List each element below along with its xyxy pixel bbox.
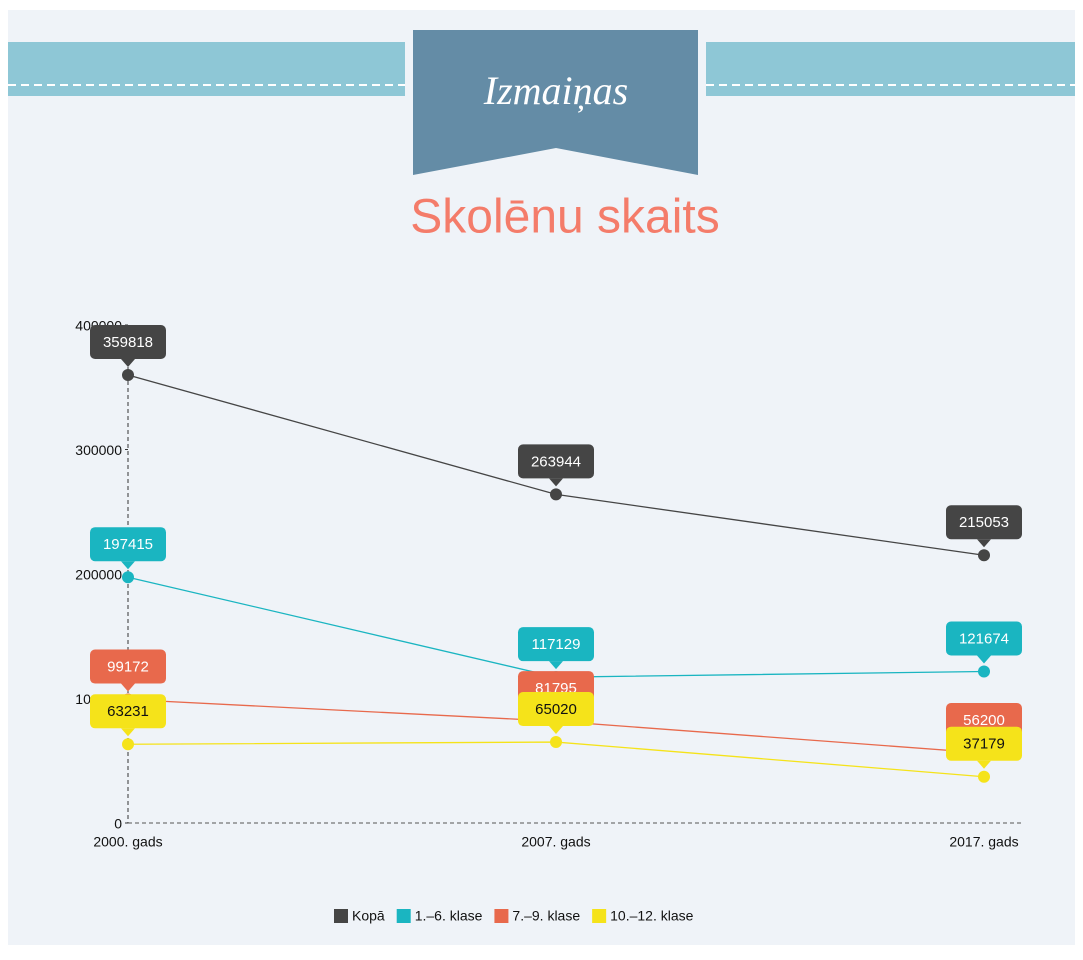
legend-swatch xyxy=(396,909,411,923)
banner-strip xyxy=(706,42,1075,96)
y-tick-label: 0 xyxy=(114,816,122,832)
legend-swatch xyxy=(494,909,509,923)
label-box xyxy=(946,726,1022,761)
legend-swatch xyxy=(592,909,607,923)
label-pointer xyxy=(121,359,135,368)
label-box xyxy=(518,444,594,479)
y-tick-label: 300000 xyxy=(75,442,122,458)
label-pointer xyxy=(549,661,563,670)
label-box xyxy=(90,694,166,729)
x-tick-label: 2000. gads xyxy=(93,834,162,850)
x-tick-label: 2007. gads xyxy=(521,834,590,850)
label-pointer xyxy=(977,760,991,769)
point xyxy=(122,571,134,584)
label-pointer xyxy=(977,539,991,548)
data-label: 37179 xyxy=(963,736,1005,753)
x-tick-label: 2017. gads xyxy=(949,834,1018,850)
data-label: 99172 xyxy=(107,658,149,675)
label-pointer xyxy=(549,478,563,487)
legend-swatch xyxy=(334,909,348,923)
point xyxy=(978,665,990,678)
data-label: 197415 xyxy=(103,536,153,553)
label-box xyxy=(946,505,1022,540)
data-label: 56200 xyxy=(963,712,1005,729)
point xyxy=(550,736,562,749)
data-label: 65020 xyxy=(535,701,577,718)
label-box xyxy=(90,649,166,684)
data-label: 121674 xyxy=(959,630,1009,647)
label-box xyxy=(90,527,166,562)
label-pointer xyxy=(977,655,991,664)
data-label: 215053 xyxy=(959,514,1009,531)
ribbon xyxy=(413,30,698,175)
point xyxy=(122,369,134,382)
label-pointer xyxy=(121,683,135,692)
data-label: 117129 xyxy=(532,636,581,653)
banner-text: Izmaiņas xyxy=(483,68,628,113)
point xyxy=(122,738,134,751)
legend-label: Kopā xyxy=(352,908,385,924)
legend-label: 7.–9. klase xyxy=(512,908,580,924)
data-label: 263944 xyxy=(531,453,581,470)
label-box xyxy=(518,627,594,662)
banner-strip xyxy=(8,42,405,96)
label-box xyxy=(518,692,594,727)
chart-title: Skolēnu skaits xyxy=(410,191,720,244)
data-label: 359818 xyxy=(103,334,153,351)
legend-label: 10.–12. klase xyxy=(610,908,693,924)
point xyxy=(978,770,990,783)
y-tick-label: 200000 xyxy=(75,567,122,583)
label-pointer xyxy=(121,728,135,737)
legend-label: 1.–6. klase xyxy=(415,908,483,924)
point xyxy=(550,488,562,501)
point xyxy=(978,549,990,562)
label-pointer xyxy=(121,561,135,570)
data-label: 63231 xyxy=(107,703,149,720)
label-pointer xyxy=(549,726,563,735)
label-box xyxy=(946,621,1022,656)
label-box xyxy=(90,325,166,360)
